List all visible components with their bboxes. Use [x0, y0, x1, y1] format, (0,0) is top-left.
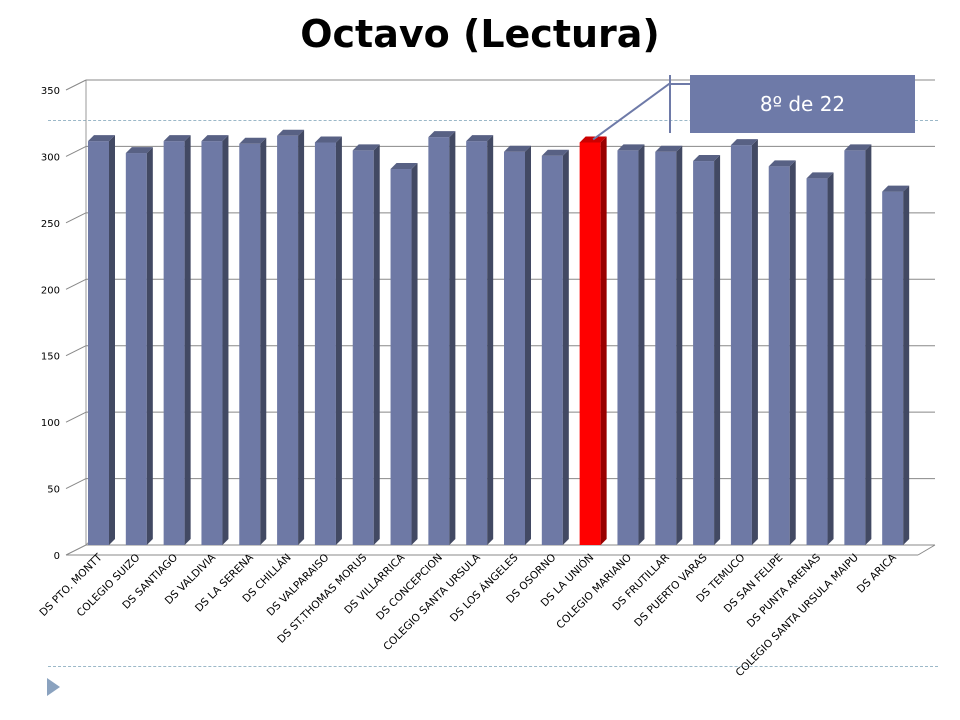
bar [125, 153, 147, 546]
bar-side [449, 131, 456, 545]
y-tick-label: 200 [41, 285, 60, 296]
bar [768, 166, 790, 545]
y-tick-label: 100 [41, 418, 60, 429]
y-tick-label: 0 [54, 551, 60, 562]
bar-side [789, 160, 796, 545]
bar-side [751, 139, 758, 545]
rank-callout: 8º de 22 [690, 75, 915, 133]
bar-side [525, 145, 531, 545]
bar-side [411, 163, 418, 545]
bar [579, 142, 601, 545]
x-tick-label: DS ARICA [855, 551, 900, 596]
bar-top [428, 131, 456, 138]
bar-top [504, 145, 531, 152]
bar [239, 143, 261, 545]
bottom-dashed-divider [48, 666, 938, 667]
top-dashed-divider [48, 120, 938, 121]
bar-top [844, 144, 872, 151]
bar [314, 142, 336, 545]
bar [466, 141, 488, 545]
bar-top [163, 135, 191, 142]
bar-side [487, 135, 494, 545]
bar-side [260, 137, 267, 545]
gridline-diagonal [65, 278, 87, 290]
bar [806, 178, 828, 546]
gridline-diagonal [65, 478, 87, 490]
x-tick-label: DS PUNTA ARENAS [745, 551, 824, 630]
bar [655, 151, 677, 545]
bar [163, 141, 185, 545]
bar-side [903, 185, 910, 545]
bar-side [146, 147, 153, 546]
y-tick-label: 150 [41, 352, 60, 363]
x-tick-label: DS PUERTO VARAS [632, 551, 710, 629]
bar-side [714, 155, 721, 546]
gridline-diagonal [65, 212, 87, 224]
bar-side [827, 172, 834, 546]
x-tick-label: DS CONCEPCION [374, 552, 445, 623]
bar-top [541, 149, 569, 156]
bar-side [562, 149, 569, 545]
callout-accent-bar [669, 75, 671, 133]
bar [277, 135, 299, 546]
y-tick-label: 300 [41, 152, 60, 163]
gridline-diagonal [65, 345, 87, 357]
bar-top [314, 136, 342, 143]
y-tick-label: 50 [47, 485, 60, 496]
bar [882, 191, 904, 545]
bar-side [335, 136, 342, 545]
bar-side [600, 136, 607, 545]
bar-side [373, 144, 380, 545]
y-tick-label: 250 [41, 219, 60, 230]
bar [428, 137, 450, 545]
bar [390, 169, 412, 545]
bar-top [617, 144, 645, 151]
bar [88, 141, 109, 545]
bar-top [730, 139, 758, 146]
bar [352, 150, 374, 545]
bar [844, 150, 866, 545]
bar-top [201, 135, 229, 142]
bar-top [239, 137, 267, 144]
bar-top [390, 163, 418, 170]
y-tick-label: 350 [41, 86, 60, 97]
x-tick-label: DS PTO. MONTT [37, 551, 105, 619]
bar-top [352, 144, 380, 151]
bar-side [222, 135, 229, 545]
rank-callout-text: 8º de 22 [759, 92, 846, 116]
bar [201, 141, 223, 545]
gridline-diagonal [65, 79, 87, 91]
x-tick-label: COLEGIO MARIANO [554, 552, 634, 632]
bar-side [184, 135, 191, 545]
bar [693, 161, 715, 546]
bar-side [638, 144, 645, 545]
x-tick-label: DS LOS ÁNGELES [447, 551, 521, 625]
bar-side [298, 129, 305, 546]
bar [730, 145, 752, 545]
bar-top [277, 129, 305, 136]
bar-top [882, 185, 910, 192]
bar-top [655, 145, 683, 152]
bar-top [88, 135, 115, 142]
floor-right-edge [917, 544, 936, 556]
bar-top [806, 172, 834, 179]
callout-leader-line [592, 83, 690, 141]
bar-side [676, 145, 683, 545]
gridline-diagonal [65, 411, 87, 423]
bar-side [865, 144, 872, 545]
bar [504, 151, 525, 545]
chart-title: Octavo (Lectura) [300, 12, 660, 56]
bar [617, 150, 639, 545]
bar-top [693, 155, 721, 162]
slide-bullet-icon [47, 678, 60, 696]
bar [541, 155, 563, 545]
bar-side [109, 135, 115, 545]
bar-top [466, 135, 494, 142]
gridline-diagonal [65, 145, 87, 157]
bar-top [768, 160, 796, 167]
gridline-diagonal [65, 544, 87, 556]
bar-top [125, 147, 153, 154]
